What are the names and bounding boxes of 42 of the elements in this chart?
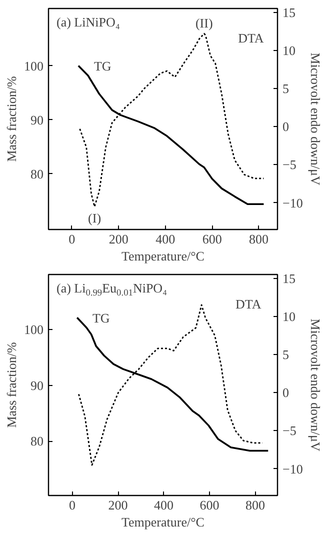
y2-axis-title: Microvolt endo down/μV [308,318,323,452]
y2-axis-title: Microvolt endo down/μV [308,52,323,186]
series-label: TG [94,58,112,74]
y-axis-title: Mass fraction/% [4,342,19,428]
y2-tick-label: 0 [282,119,289,134]
y2-tick-label: −10 [282,461,303,476]
y2-tick-label: 5 [282,81,289,96]
x-tick-label: 800 [249,232,269,246]
y-tick-label: 100 [24,322,44,337]
x-axis-title: Temperature/°C [122,514,204,530]
series-label: TG [92,310,110,326]
y2-tick-label: 15 [282,4,296,20]
x-tick-label: 600 [202,232,222,246]
line-series [79,32,264,208]
y2-tick-label: −10 [282,195,303,210]
x-tick-label: 400 [154,498,174,512]
y2-tick-label: 5 [282,347,289,362]
text: DTA [236,296,262,312]
y2-tick-label: −5 [282,423,296,438]
y-tick-label: 90 [30,112,44,128]
y-axis-title: Mass fraction/% [4,76,19,162]
text: (a) LiNiPO₄ [56,14,120,30]
y-tick-label: 80 [30,434,44,449]
x-tick-label: 800 [246,498,266,512]
y2-tick-label: 0 [282,385,289,400]
text: DTA [238,30,264,46]
x-tick-label: 0 [69,498,76,512]
y-tick-label: 100 [24,58,44,74]
x-axis-title: Temperature/°C [122,248,204,264]
y-tick-label: 90 [30,378,44,393]
x-tick-label: 400 [156,232,176,246]
annotation: (II) [195,16,213,31]
y-tick-label: 80 [30,166,44,182]
x-tick-label: 200 [108,232,128,246]
y2-tick-label: 10 [282,308,296,324]
y2-tick-label: −5 [282,157,296,172]
annotation: (I) [88,210,102,226]
x-tick-label: 600 [200,498,220,512]
y2-tick-label: 10 [282,42,296,58]
x-tick-label: 200 [108,498,128,512]
x-tick-label: 0 [68,232,76,246]
y2-tick-label: 15 [282,270,296,286]
